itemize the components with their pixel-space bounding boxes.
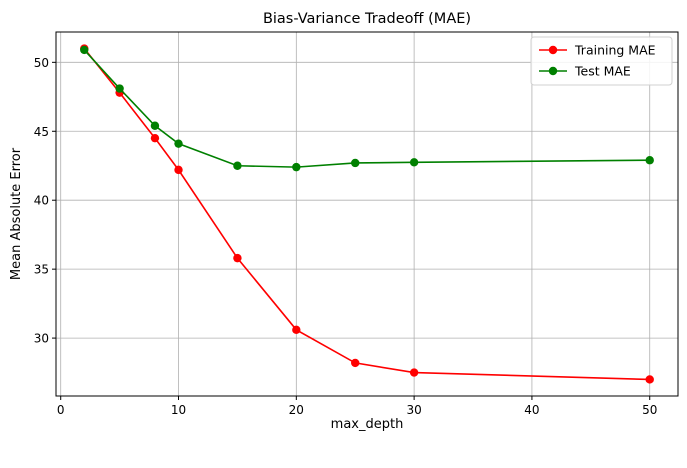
data-point [409, 368, 419, 377]
x-tick-label: 20 [289, 403, 304, 417]
legend-item: Test MAE [539, 64, 631, 79]
y-tick-label: 50 [34, 56, 49, 70]
x-axis-label: max_depth [331, 417, 404, 432]
legend-label: Test MAE [574, 64, 631, 79]
x-tick-label: 0 [57, 403, 65, 417]
legend-item: Training MAE [539, 43, 656, 58]
data-point [351, 158, 360, 168]
data-point [150, 121, 160, 130]
series-line [83, 48, 650, 381]
y-axis-ticks: 30 35 40 45 50 [34, 56, 56, 346]
data-point [645, 156, 654, 165]
chart-title: Bias-Variance Tradeoff (MAE) [263, 11, 471, 27]
data-point [150, 133, 160, 143]
x-tick-label: 40 [524, 403, 539, 417]
legend-marker [548, 45, 558, 55]
series-1 [80, 45, 654, 172]
data-point [115, 84, 124, 93]
legend-label: Training MAE [574, 43, 656, 58]
series-layer [80, 44, 654, 384]
data-point [174, 165, 183, 175]
legend: Training MAE Test MAE [530, 36, 673, 86]
data-point [409, 158, 419, 167]
legend-marker [548, 66, 558, 76]
data-point [174, 139, 183, 148]
series-0 [80, 44, 654, 384]
y-tick-label: 35 [34, 263, 49, 277]
data-point [80, 45, 89, 55]
y-tick-label: 40 [34, 194, 49, 208]
data-point [233, 161, 242, 170]
y-tick-label: 30 [34, 332, 49, 346]
x-tick-label: 30 [406, 403, 421, 417]
grid [56, 32, 678, 396]
data-point [351, 358, 360, 368]
y-tick-label: 45 [34, 125, 49, 139]
legend-box [530, 36, 673, 86]
data-point [292, 162, 301, 172]
x-tick-label: 10 [171, 403, 186, 417]
x-axis-ticks: 0 10 20 30 40 50 [57, 396, 657, 417]
data-point [645, 375, 654, 384]
y-axis-label: Mean Absolute Error [9, 147, 24, 280]
data-point [233, 253, 242, 263]
plot-frame [55, 31, 679, 397]
x-tick-label: 50 [642, 403, 657, 417]
data-point [292, 325, 301, 335]
